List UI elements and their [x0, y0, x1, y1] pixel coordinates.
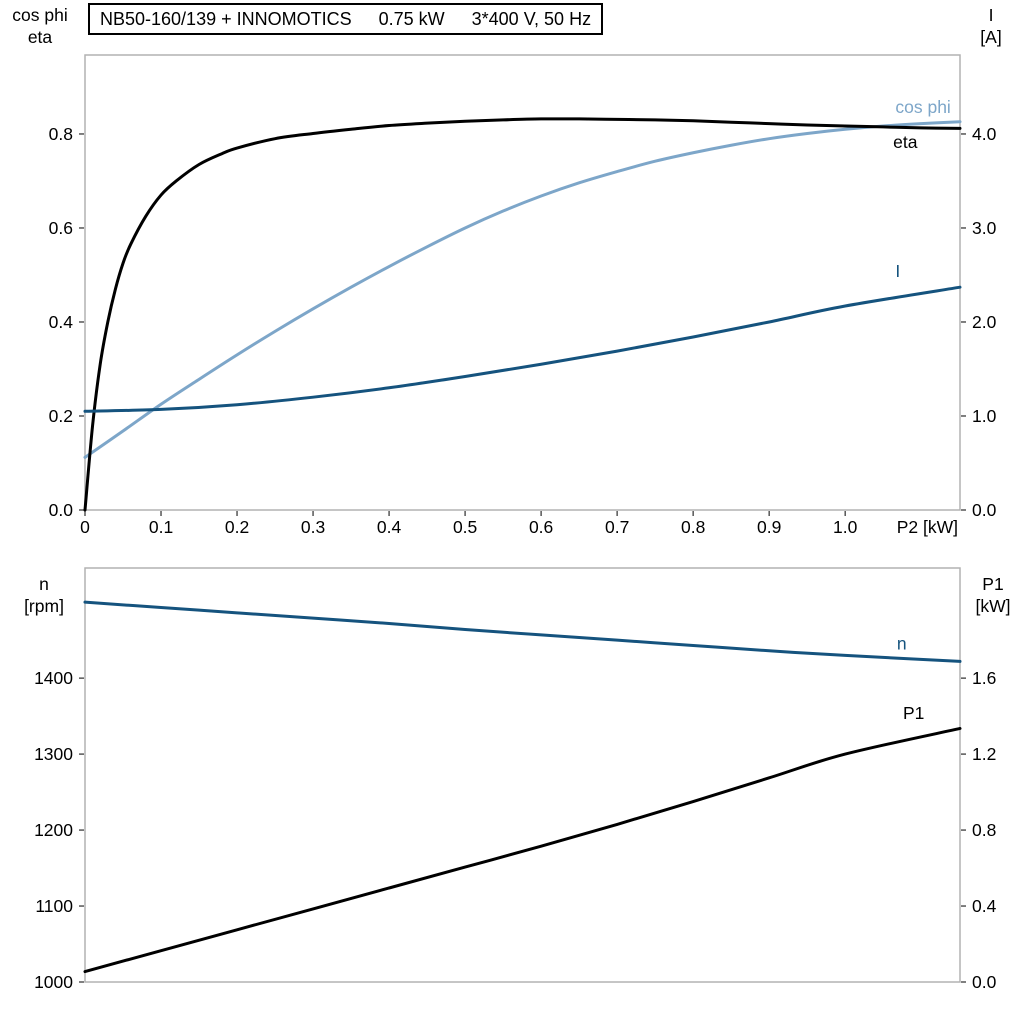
n-curve-label: n [897, 633, 907, 653]
left-axis-title: [rpm] [24, 596, 64, 616]
left-tick-label: 0.6 [49, 218, 73, 238]
right-tick-label: 1.6 [972, 668, 996, 688]
right-tick-label: 4.0 [972, 124, 997, 144]
right-tick-label: 0.8 [972, 820, 996, 840]
left-axis-title: cos phi [12, 5, 67, 25]
pump-name: NB50-160/139 + INNOMOTICS [100, 8, 352, 29]
x-tick-label: 0.7 [605, 517, 629, 537]
left-tick-label: 1200 [34, 820, 73, 840]
left-tick-label: 1400 [34, 668, 73, 688]
cos-phi-curve [83, 120, 962, 459]
right-axis-title: I [989, 5, 994, 25]
right-axis-title: P1 [982, 574, 1003, 594]
x-tick-label: 0.3 [301, 517, 325, 537]
left-axis-title: n [39, 574, 49, 594]
supply-voltage: 3*400 V, 50 Hz [471, 8, 592, 29]
left-tick-label: 1100 [35, 896, 73, 916]
right-axis-title: [A] [980, 27, 1001, 47]
plot-frame [84, 567, 961, 983]
left-tick-label: 0.4 [49, 312, 74, 332]
right-axis-title: [kW] [976, 596, 1011, 616]
right-tick-label: 2.0 [972, 312, 997, 332]
right-tick-label: 0.4 [972, 896, 997, 916]
left-tick-label: 0.8 [49, 124, 73, 144]
x-tick-label: 0.9 [757, 517, 781, 537]
n-curve [83, 600, 962, 663]
i-curve [83, 285, 962, 413]
cos-phi-curve-label: cos phi [895, 97, 950, 117]
right-tick-label: 1.0 [972, 406, 997, 426]
p1-curve [83, 726, 962, 974]
left-tick-label: 1300 [34, 744, 73, 764]
x-tick-label: 1.0 [833, 517, 858, 537]
eta-curve-label: eta [893, 132, 918, 152]
x-tick-label: 0 [80, 517, 90, 537]
eta-curve [83, 117, 962, 512]
x-tick-label: 0.6 [529, 517, 553, 537]
left-axis-title: eta [28, 27, 53, 47]
motor-power: 0.75 kW [378, 8, 445, 29]
left-tick-label: 0.0 [49, 500, 74, 520]
x-tick-label: 0.8 [681, 517, 705, 537]
right-tick-label: 0.0 [972, 500, 997, 520]
x-tick-label: 0.5 [453, 517, 477, 537]
i-curve-label: I [895, 261, 900, 281]
p1-curve-label: P1 [903, 703, 924, 723]
chart-1: 0 0.1 0.2 0.3 0.4 0.5 0.6 0.7 0.8 0.9 1.0 P2 [kW] 0.… [12, 5, 1001, 537]
right-tick-label: 3.0 [972, 218, 997, 238]
x-tick-label: 0.2 [225, 517, 249, 537]
right-tick-label: 1.2 [972, 744, 996, 764]
chart-title-box: NB50-160/139 + INNOMOTICS 0.75 kW 3*400 … [88, 3, 604, 35]
x-axis-label: P2 [kW] [897, 517, 958, 537]
x-tick-label: 0.4 [377, 517, 402, 537]
x-tick-label: 0.1 [149, 517, 173, 537]
right-tick-label: 0.0 [972, 972, 997, 992]
left-tick-label: 1000 [34, 972, 73, 992]
plot-frame [84, 54, 961, 511]
left-tick-label: 0.2 [49, 406, 73, 426]
chart-2: 100011001200130014000.00.40.81.21.6n[rpm… [24, 567, 1011, 992]
